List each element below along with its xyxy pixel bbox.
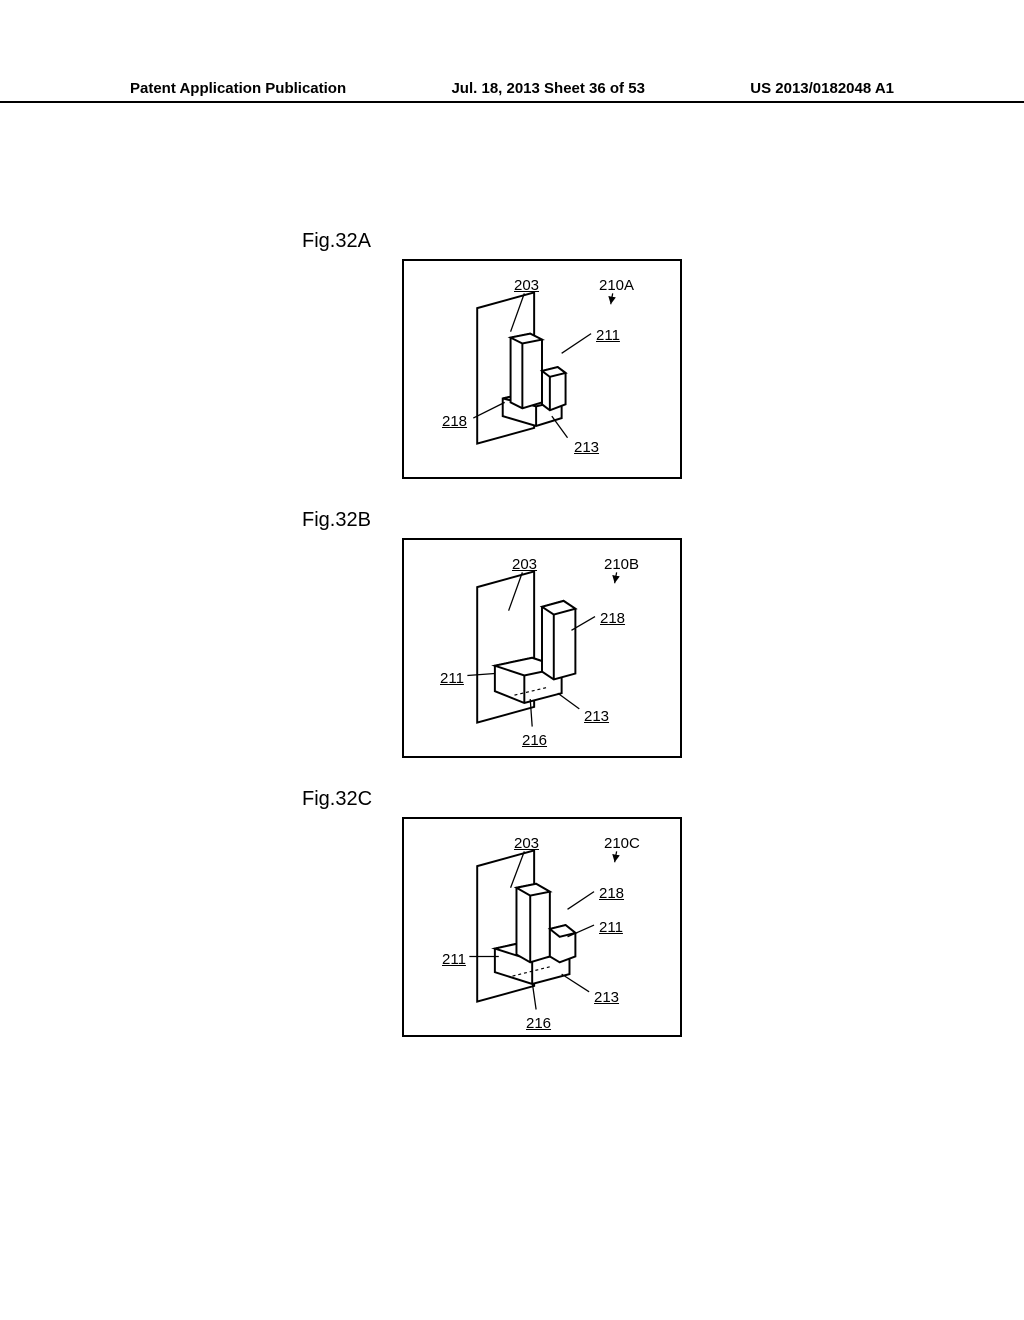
header-right: US 2013/0182048 A1 — [750, 80, 894, 97]
figure-block: Fig.32B 203210B218211213216 — [302, 509, 722, 758]
figures-container: Fig.32A 203210A211218213 Fig.32B 203210B2… — [0, 230, 1024, 1037]
figure-label: Fig.32C — [302, 788, 722, 811]
figure-frame: 203210B218211213216 — [402, 538, 682, 758]
header-center: Jul. 18, 2013 Sheet 36 of 53 — [451, 80, 644, 97]
figure-frame: 203210C218211211213216 — [402, 817, 682, 1037]
header-left: Patent Application Publication — [130, 80, 346, 97]
figure-drawing — [404, 819, 680, 1035]
figure-drawing — [404, 540, 680, 756]
figure-block: Fig.32C 203210C218211211213216 — [302, 788, 722, 1037]
page-header: Patent Application Publication Jul. 18, … — [0, 80, 1024, 103]
figure-label: Fig.32A — [302, 230, 722, 253]
figure-label: Fig.32B — [302, 509, 722, 532]
figure-drawing — [404, 261, 680, 477]
figure-block: Fig.32A 203210A211218213 — [302, 230, 722, 479]
figure-frame: 203210A211218213 — [402, 259, 682, 479]
